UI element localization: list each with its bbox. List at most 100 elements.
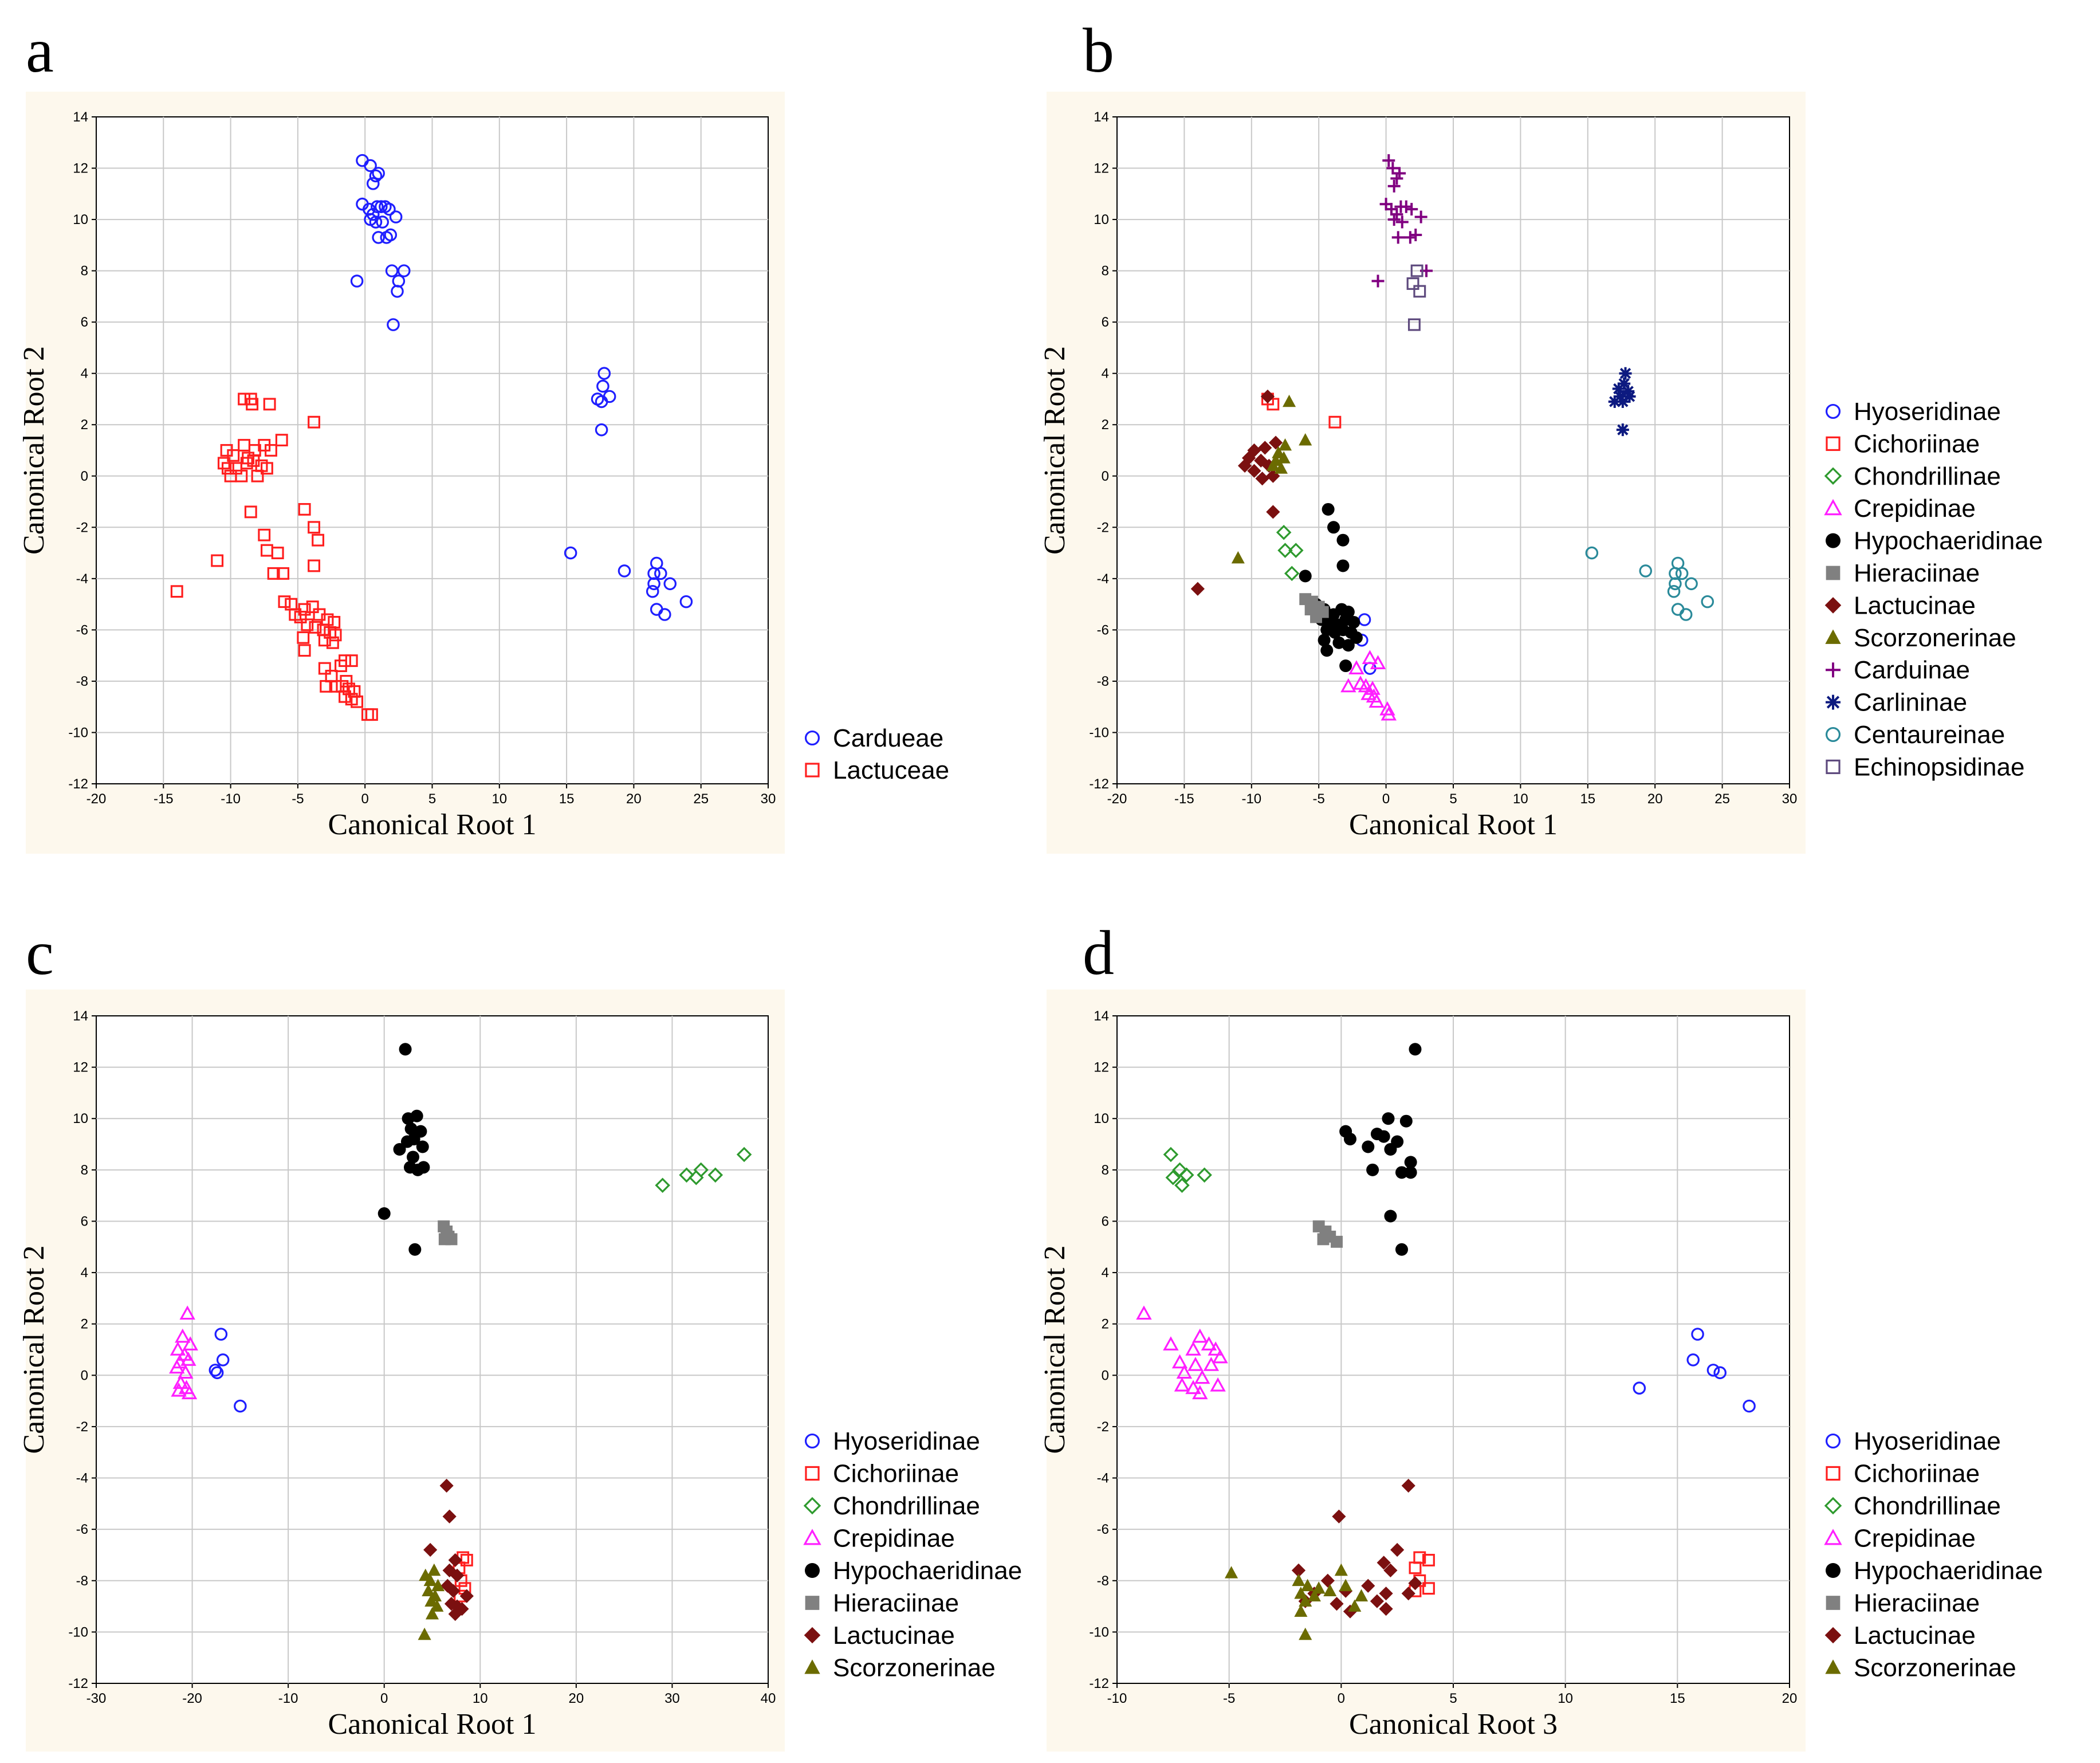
data-point [1743,1399,1756,1413]
data-point [431,1579,445,1592]
data-point [654,567,667,580]
legend-label: Chondrillinae [833,1492,980,1520]
data-point [693,1162,709,1178]
legend-label: Cardueae [833,724,943,752]
data-point [1174,1177,1190,1193]
legend-label: Scorzonerinae [833,1654,996,1682]
data-point [1384,1210,1397,1223]
legend-label: Hieraciinae [1854,559,1980,587]
series-chondrillinae [1163,1146,1212,1193]
panel-a: -20 -15 -10 -5 0 5 10 15 20 25 30-12-10-8-6-4-2024… [18,92,949,854]
data-point [1675,567,1689,580]
y-tick-label: -2 [76,1419,88,1435]
series-echinopsidinae [1406,264,1426,331]
y-tick-label: -6 [76,622,88,638]
data-point [1362,650,1378,665]
series-hyoseridinae [209,1328,247,1413]
data-point [1190,582,1205,596]
legend: Hyoseridinae Cichoriinae Chondrillinae Crep… [1824,398,2043,781]
data-point [1422,1553,1435,1566]
legend: Hyoseridinae Cichoriinae Chondrillinae Crep… [803,1427,1022,1682]
series-scorzonerinae [418,1563,445,1640]
data-point [1387,179,1401,193]
data-point [707,1167,723,1183]
data-point [1258,441,1272,455]
data-point [1194,1369,1210,1384]
legend-label: Lactucinae [1854,1621,1976,1650]
data-point [301,618,314,631]
y-tick-label: 0 [1102,1368,1109,1383]
legend-label: Cichoriinae [1854,1460,1980,1488]
legend-marker [804,1659,820,1674]
data-point [1292,1573,1305,1587]
data-point [1327,521,1340,534]
legend-marker [1826,566,1841,580]
legend-marker [1824,597,1842,614]
data-point [1608,395,1621,408]
x-tick-label: 20 [1647,791,1663,807]
data-point [1399,1114,1413,1128]
legend-marker [1826,533,1841,548]
data-point [1713,1366,1727,1380]
data-point [1255,472,1269,486]
y-tick-label: 8 [1102,1163,1109,1178]
data-point [1382,1112,1395,1125]
y-tick-label: -2 [76,520,88,535]
panel-letter: c [26,918,54,988]
data-point [1201,1336,1217,1350]
data-point [1381,706,1397,721]
x-tick-label: 0 [361,791,369,807]
data-point [387,318,400,331]
data-point [309,621,322,634]
data-point [294,611,307,623]
x-tick-label: -5 [1313,791,1325,807]
y-tick-label: -4 [76,571,88,587]
data-point [1679,608,1693,621]
x-tick-label: 0 [1382,791,1390,807]
y-tick-label: 4 [81,366,88,382]
legend-marker [1825,1433,1841,1449]
data-point [1585,546,1599,560]
data-point [1377,1130,1390,1143]
x-tick-label: 0 [1338,1691,1345,1706]
data-point [308,415,321,429]
y-tick-label: 10 [73,1111,88,1126]
data-point [1163,1336,1179,1350]
data-point [210,1366,224,1380]
x-tick-label: -20 [182,1691,202,1706]
legend-marker [805,1596,820,1610]
data-point [209,1364,222,1377]
legend-marker [1826,1466,1841,1481]
data-point [1282,394,1296,407]
data-point [1390,1542,1405,1557]
data-point [1330,1596,1344,1611]
data-point [1276,524,1292,540]
y-tick-label: 4 [1102,366,1109,382]
data-point [418,1627,431,1640]
data-point [211,554,224,567]
legend-marker [805,1563,820,1578]
data-point [407,1133,420,1146]
data-point [1612,382,1625,395]
y-tick-label: -10 [1089,725,1109,740]
data-point [1339,1579,1352,1592]
legend-marker [1826,1596,1841,1610]
data-point [1348,660,1364,674]
legend-label: Scorzonerinae [1854,1654,2016,1682]
data-point [221,462,234,475]
data-point [1171,1354,1188,1369]
data-point [655,1177,670,1193]
data-point [377,1207,391,1220]
y-tick-label: -6 [1097,1522,1109,1537]
data-point [408,1243,422,1256]
y-tick-label: 6 [1102,315,1109,330]
data-point [171,1382,187,1397]
x-tick-label: 15 [1580,791,1595,807]
data-point [244,505,257,519]
data-point [1669,577,1682,591]
data-point [1382,154,1395,167]
series-chondrillinae [1276,524,1304,582]
data-point [258,528,271,541]
x-tick-label: -5 [292,791,304,807]
data-point [1307,1589,1321,1602]
